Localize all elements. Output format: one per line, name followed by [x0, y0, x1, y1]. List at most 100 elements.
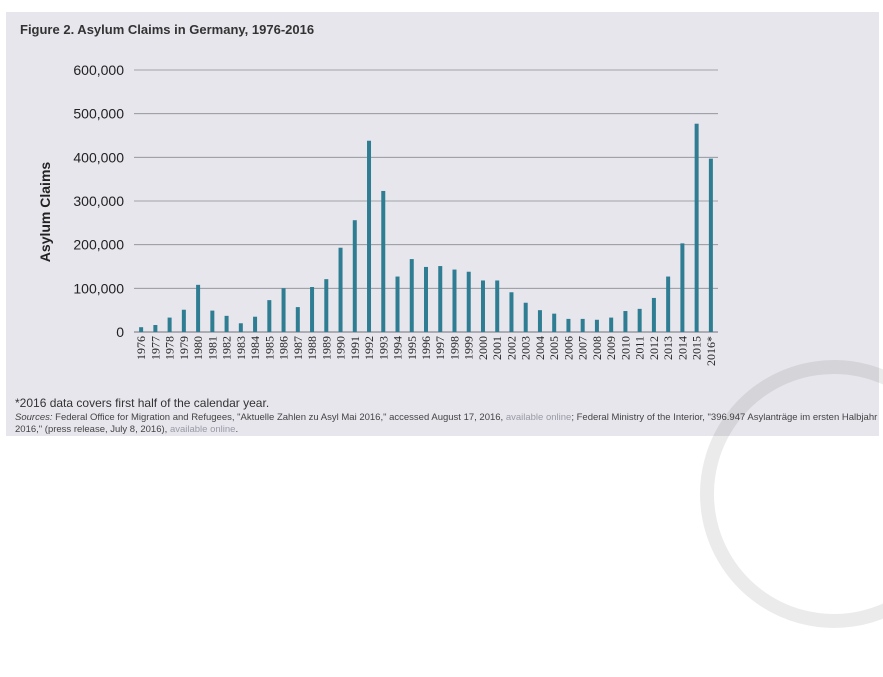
bar	[523, 302, 528, 332]
y-tick-label: 600,000	[73, 62, 124, 78]
bar	[238, 323, 243, 332]
bar	[466, 271, 471, 332]
x-tick-label: 1990	[334, 336, 348, 360]
bar	[295, 307, 300, 332]
x-tick-label: 1989	[319, 336, 333, 360]
x-tick-label: 1977	[148, 336, 162, 360]
bar	[153, 325, 158, 332]
bar	[666, 276, 671, 332]
bar	[338, 247, 343, 332]
y-tick-label: 300,000	[73, 193, 124, 209]
x-tick-label: 2015	[690, 336, 704, 360]
x-tick-label: 2000	[476, 336, 490, 360]
bar	[324, 279, 329, 332]
y-tick-label: 500,000	[73, 106, 124, 122]
bar	[395, 276, 400, 332]
x-tick-label: 1991	[348, 336, 362, 360]
x-tick-label: 1984	[248, 336, 262, 360]
sources-note: Sources: Federal Office for Migration an…	[15, 412, 883, 436]
page: Figure 2. Asylum Claims in Germany, 1976…	[6, 12, 883, 677]
bar	[409, 259, 414, 332]
source-link-2[interactable]: available online	[169, 424, 236, 435]
y-tick-label: 0	[116, 324, 124, 340]
x-tick-label: 1986	[277, 336, 291, 360]
x-tick-label: 2004	[533, 336, 547, 360]
bar	[181, 309, 186, 332]
x-tick-label: 2010	[618, 336, 632, 360]
x-tick-label: 2012	[647, 336, 661, 360]
bar	[438, 266, 443, 332]
x-tick-label: 2002	[504, 336, 518, 360]
bar	[281, 288, 286, 332]
x-tick-label: 1979	[177, 336, 191, 360]
bar	[594, 319, 599, 332]
x-tick-label: 1998	[447, 336, 461, 360]
x-tick-label: 1987	[291, 336, 305, 360]
x-tick-label: 2009	[604, 336, 618, 360]
x-tick-label: 1999	[462, 336, 476, 360]
x-tick-label: 1997	[433, 336, 447, 360]
x-tick-label: 2014	[675, 336, 689, 360]
x-tick-label: 1993	[376, 336, 390, 360]
bar	[196, 284, 201, 332]
x-tick-label: 2005	[547, 336, 561, 360]
bar	[609, 317, 614, 332]
x-tick-label: 1985	[262, 336, 276, 360]
bar	[480, 280, 485, 332]
y-axis-label: Asylum Claims	[37, 162, 53, 263]
bar	[424, 266, 428, 332]
x-tick-label: 1980	[191, 336, 205, 360]
bar	[367, 140, 372, 332]
x-tick-label: 2011	[633, 336, 647, 360]
bar	[139, 327, 144, 332]
bar	[552, 313, 557, 332]
sources-text-1: Federal Office for Migration and Refugee…	[52, 412, 506, 423]
bars	[139, 123, 713, 333]
y-tick-label: 200,000	[73, 237, 124, 253]
bar	[623, 311, 628, 332]
x-tick-label: 1982	[220, 336, 234, 360]
bar	[637, 308, 642, 332]
bar-chart: 0 100,000 200,000 300,000 400,000 500,000 600,…	[37, 62, 718, 366]
x-tick-label: 1981	[205, 336, 219, 360]
source-link-1[interactable]: available online	[505, 412, 572, 423]
bar	[452, 269, 457, 332]
bar	[210, 310, 215, 332]
chart-panel: Figure 2. Asylum Claims in Germany, 1976…	[6, 12, 879, 436]
y-tick-label: 100,000	[73, 280, 124, 296]
x-tick-label: 1983	[234, 336, 248, 360]
bar	[310, 287, 315, 332]
x-tick-label: 2016*	[704, 336, 718, 366]
bar	[352, 220, 357, 332]
bar	[537, 310, 542, 332]
y-tick-label: 400,000	[73, 149, 124, 165]
bar	[267, 300, 272, 332]
x-tick-label: 2003	[519, 336, 533, 360]
bar	[509, 292, 514, 332]
bar	[651, 297, 656, 332]
bar	[224, 315, 229, 332]
sources-text-2: ; Federal Ministry of the Interior, "396…	[15, 412, 878, 435]
x-tick-label: 2013	[661, 336, 675, 360]
y-tick-labels: 0 100,000 200,000 300,000 400,000 500,000 600,…	[73, 62, 124, 340]
x-tick-label: 1992	[362, 336, 376, 360]
footnote: *2016 data covers first half of the cale…	[15, 396, 270, 410]
figure-title: Figure 2. Asylum Claims in Germany, 1976…	[20, 22, 315, 37]
sources-label: Sources:	[15, 412, 53, 423]
x-tick-label: 1996	[419, 336, 433, 360]
bar	[708, 158, 713, 332]
x-tick-label: 1988	[305, 336, 319, 360]
x-tick-label: 2008	[590, 336, 604, 360]
sources-text-3: .	[235, 424, 239, 435]
bar	[566, 318, 571, 332]
x-tick-labels: 1976 1977 1978 1979 1980 1981 1982 1983 1984 1985…	[134, 336, 718, 366]
x-tick-label: 2007	[576, 336, 590, 360]
bar	[495, 280, 500, 332]
bar	[167, 317, 172, 332]
x-tick-label: 1994	[391, 336, 405, 360]
bar	[381, 190, 386, 332]
x-tick-label: 1995	[405, 336, 419, 360]
bar	[580, 318, 585, 332]
bar	[694, 123, 699, 333]
bar	[253, 316, 258, 332]
